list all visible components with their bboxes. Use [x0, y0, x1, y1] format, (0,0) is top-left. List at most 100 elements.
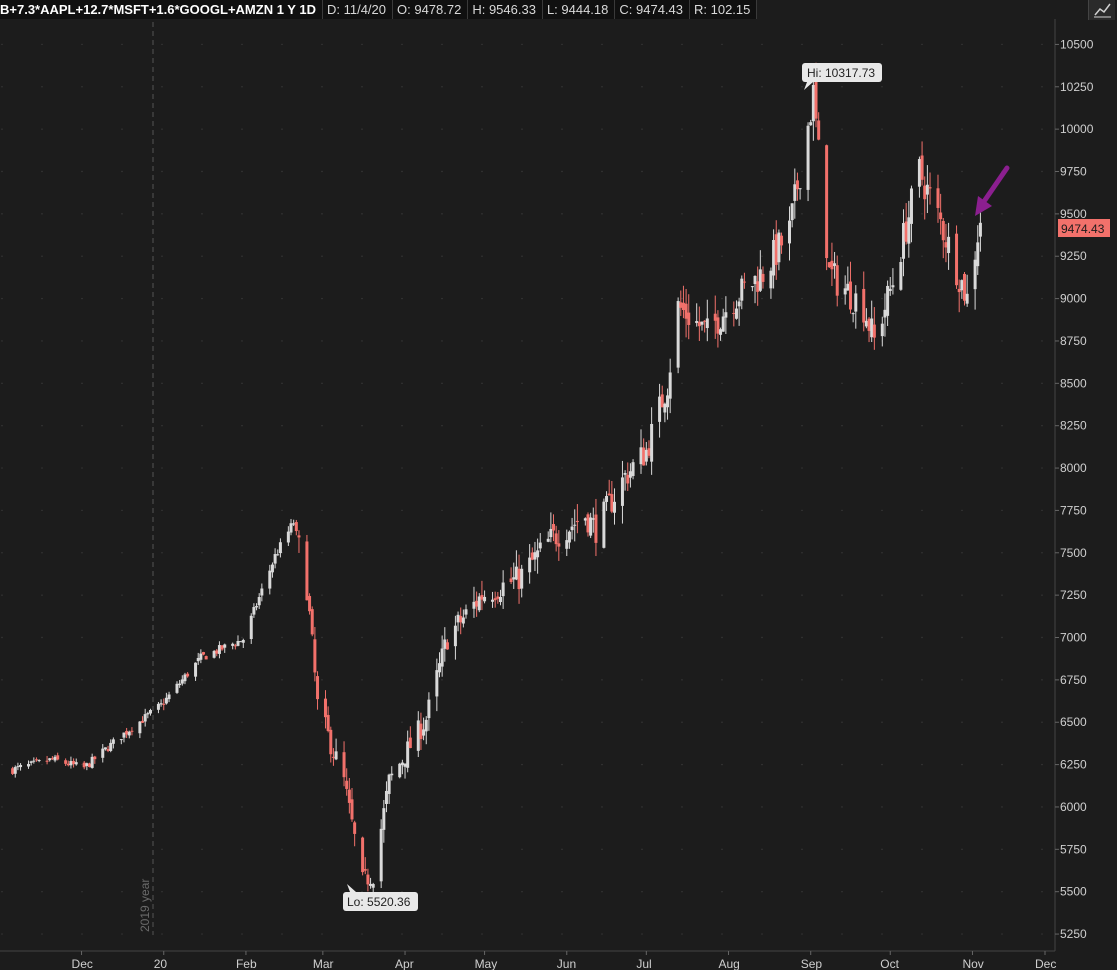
candle-body: [814, 81, 818, 119]
grid-dot: [121, 382, 123, 385]
candle-body: [294, 522, 298, 532]
candle-body: [475, 600, 479, 607]
candle-body: [334, 751, 338, 760]
candle-body: [323, 698, 327, 718]
grid-dot: [161, 721, 163, 723]
grid-dot: [561, 43, 563, 46]
grid-dot: [1, 933, 3, 935]
grid-dot: [841, 890, 843, 893]
candle: [408, 726, 412, 749]
x-tick-label: Jun: [557, 957, 576, 970]
candle: [56, 752, 60, 761]
candle-body: [496, 596, 500, 599]
grid-dot: [441, 890, 443, 893]
candle: [148, 708, 152, 716]
grid-dot: [281, 806, 283, 808]
grid-dot: [881, 170, 883, 173]
candle-body: [186, 673, 190, 677]
candle: [199, 649, 203, 664]
candle-body: [289, 523, 293, 533]
candle: [472, 586, 476, 618]
chart-style-button[interactable]: [1088, 0, 1115, 20]
candle: [146, 711, 150, 719]
grid-dot: [681, 170, 683, 173]
grid-dot: [841, 213, 843, 215]
grid-dot: [401, 636, 403, 639]
grid-dot: [521, 509, 523, 512]
candle: [509, 567, 513, 585]
candle-body: [963, 273, 966, 301]
grid-dot: [81, 721, 83, 723]
candle-body: [456, 614, 460, 623]
candle: [353, 820, 357, 847]
candle-body: [899, 261, 903, 290]
candle: [294, 519, 298, 536]
grid-dot: [201, 424, 203, 427]
grid-dot: [521, 806, 523, 808]
grid-dot: [1, 467, 3, 469]
candle: [833, 251, 837, 279]
grid-dot: [641, 890, 643, 893]
candle: [236, 635, 240, 647]
grid-dot: [1041, 213, 1043, 215]
grid-dot: [201, 848, 203, 851]
candle-body: [620, 477, 624, 506]
grid-dot: [201, 255, 203, 257]
grid-dot: [81, 806, 83, 808]
grid-dot: [961, 721, 963, 723]
candle-body: [85, 763, 89, 766]
grid-dot: [321, 933, 323, 935]
x-tick-label: May: [475, 957, 498, 970]
grid-dot: [961, 552, 963, 554]
grid-dot: [121, 43, 123, 46]
candle: [663, 402, 667, 423]
grid-dot: [121, 509, 123, 512]
candle: [605, 491, 609, 512]
candle: [143, 708, 147, 727]
candle-body: [305, 541, 309, 601]
symbol-label[interactable]: B+7.3*AAPL+12.7*MSFT+1.6*GOOGL+AMZN 1 Y …: [0, 0, 323, 19]
grid-dot: [801, 552, 803, 554]
candle-body: [252, 607, 256, 615]
candle: [167, 691, 171, 703]
candle-body: [382, 808, 386, 830]
grid-dot: [681, 86, 683, 88]
candle: [607, 479, 611, 496]
grid-dot: [161, 424, 163, 427]
candle: [825, 144, 829, 271]
y-tick-label: 8000: [1060, 461, 1087, 475]
grid-dot: [1041, 297, 1043, 300]
grid-dot: [601, 86, 603, 88]
grid-dot: [1001, 297, 1003, 300]
grid-dot: [561, 848, 563, 851]
candle-body: [27, 763, 31, 767]
candle: [162, 698, 166, 711]
grid-dot: [441, 467, 443, 469]
candle: [74, 758, 78, 766]
candle-body: [422, 729, 426, 736]
candle-body: [390, 773, 394, 776]
grid-dot: [481, 213, 483, 215]
grid-dot: [281, 43, 283, 46]
candle-body: [435, 670, 439, 697]
candle: [817, 112, 821, 141]
grid-dot: [521, 170, 523, 173]
candle: [517, 554, 521, 604]
candle-body: [90, 756, 94, 768]
candle: [326, 706, 330, 733]
candle-body: [647, 448, 651, 456]
candle: [220, 645, 224, 651]
grid-dot: [521, 255, 523, 257]
y-tick-label: 10250: [1060, 80, 1094, 94]
grid-dot: [761, 763, 763, 766]
line-style-icon: [1094, 3, 1111, 18]
candle: [88, 762, 91, 768]
grid-dot: [761, 848, 763, 851]
candle: [493, 591, 497, 608]
candle: [806, 122, 810, 202]
grid-dot: [441, 297, 443, 300]
candle: [976, 225, 980, 275]
candle: [947, 222, 951, 270]
candle-body: [546, 538, 550, 542]
